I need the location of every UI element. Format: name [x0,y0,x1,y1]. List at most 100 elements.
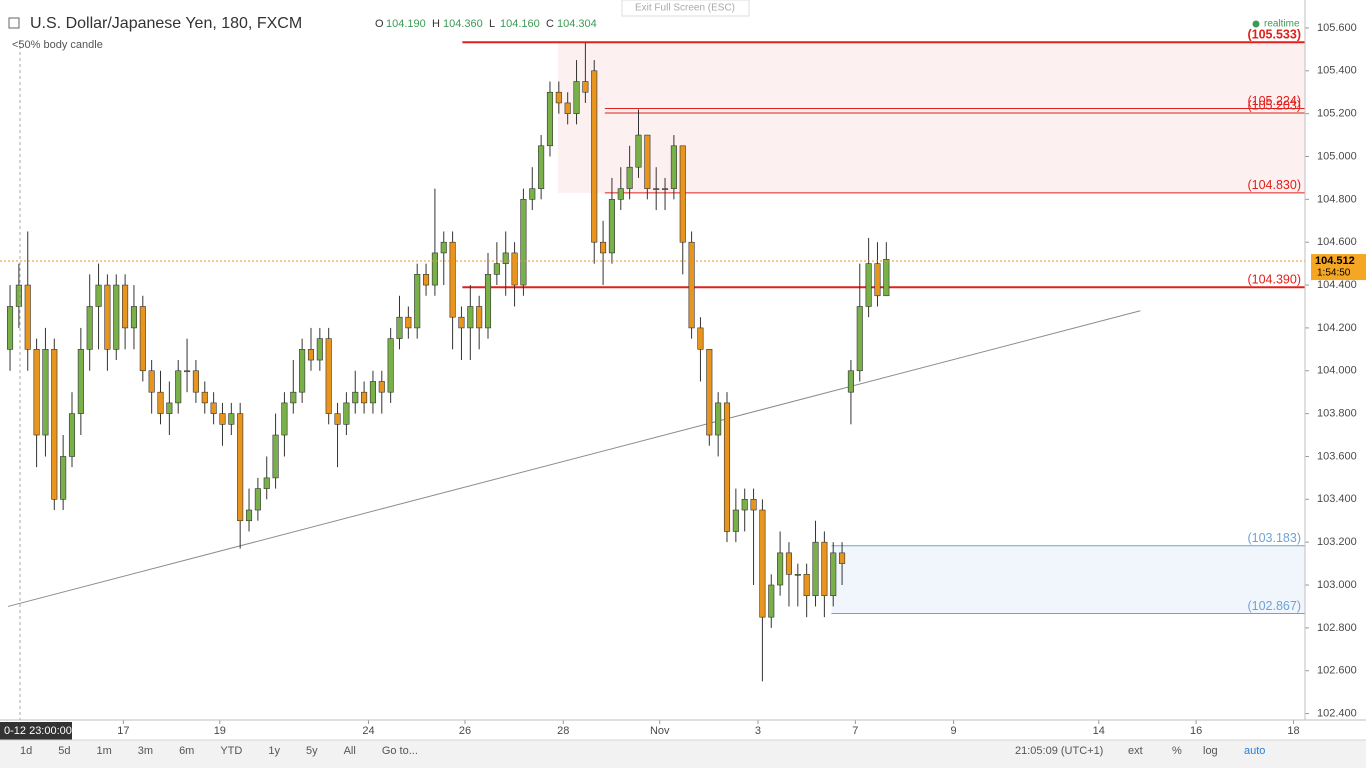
range-button[interactable]: 1y [268,745,280,757]
y-tick-label: 102.600 [1317,665,1357,677]
range-button[interactable]: YTD [220,745,242,757]
range-button[interactable]: Go to... [382,745,418,757]
candle-body [245,509,253,522]
candle-body [458,316,465,329]
x-tick-label: 19 [214,725,226,737]
candle-body [219,413,226,425]
candle-body [821,541,828,597]
candle-body [768,584,775,618]
range-button[interactable]: 1d [20,745,32,757]
option-button[interactable]: % [1172,745,1182,757]
candle-body [122,284,129,329]
candle-body [254,488,261,511]
candle-body [24,284,31,350]
y-tick-label: 103.200 [1317,536,1357,548]
option-button[interactable]: log [1203,745,1218,757]
candle-body [476,306,483,329]
candle-body [86,306,93,350]
candle-body [440,241,447,254]
y-tick-label: 105.400 [1317,65,1357,77]
candle-body [175,370,182,404]
option-button[interactable]: auto [1244,745,1265,757]
y-tick-label: 104.000 [1317,365,1357,377]
range-button[interactable]: 6m [179,745,194,757]
candle-body [661,188,669,190]
candle-body [139,306,146,372]
x-tick-label: 9 [951,725,957,737]
candle-body [617,188,624,200]
candle-body [414,274,421,329]
realtime-label: realtime [1264,19,1300,30]
exit-fullscreen[interactable] [621,0,750,17]
candle-body [670,145,677,189]
candle-body [449,241,456,318]
range-button[interactable]: 3m [138,745,153,757]
range-button[interactable]: 5d [58,745,70,757]
ohlc-key: O [375,18,384,30]
candle-body [6,306,14,350]
candle-body [777,552,784,586]
study-name: <50% body candle [12,39,103,51]
candle-body [679,145,686,243]
candle-body [378,381,385,393]
candle-body [343,402,350,425]
ohlc-value: 104.160 [500,18,540,30]
y-tick-label: 105.000 [1317,150,1357,162]
candle-body [130,306,137,329]
y-tick-label: 102.800 [1317,622,1357,634]
candle-body [715,402,722,436]
x-tick-label: 18 [1287,725,1299,737]
candle-body [608,199,615,254]
candle-body [95,284,102,307]
candle-body [538,145,545,189]
ohlc-value: 104.360 [443,18,483,30]
range-button[interactable]: 5y [306,745,318,757]
candle-body [369,381,376,404]
toolbar [0,740,1366,768]
x-tick-label: 3 [755,725,761,737]
candle-body [263,477,270,489]
level-label: (105.533) [1247,28,1301,42]
candle-body [42,349,49,436]
candle-body [192,370,199,393]
candle-body [210,402,217,414]
y-tick-label: 104.400 [1317,279,1357,291]
candle-body [104,284,111,350]
level-label: (102.867) [1247,599,1301,613]
candle-body [166,402,173,414]
range-button[interactable]: All [344,745,356,757]
candle-body [723,402,731,532]
x-tick-label: 26 [459,725,471,737]
candle-body [732,509,739,532]
ohlc-key: C [546,18,554,30]
candle-body [865,263,872,307]
x-tick-label: 16 [1190,725,1202,737]
clock: 21:05:09 (UTC+1) [1015,745,1103,757]
ohlc-value: 104.304 [557,18,597,30]
ohlc-key: L [489,18,495,30]
exit-fullscreen-label[interactable]: Exit Full Screen (ESC) [635,3,735,14]
candle-body [113,284,120,350]
candle-body [272,434,279,479]
candle-body [759,509,766,618]
candle-body [484,274,492,329]
candle-body [352,391,359,404]
y-tick-label: 103.800 [1317,408,1357,420]
candle-body [856,306,863,372]
option-button[interactable]: ext [1128,745,1143,757]
candle-body [299,349,306,393]
candle-body [157,391,164,414]
crosshair-time-box [0,722,72,740]
x-tick-label: 17 [117,725,129,737]
y-tick-label: 103.400 [1317,493,1357,505]
collapse-icon[interactable] [8,17,20,29]
range-button[interactable]: 1m [97,745,112,757]
candle-body [387,338,394,393]
candle-body [290,391,297,404]
level-label: (104.830) [1247,178,1301,192]
candle-body [626,166,633,189]
trendline [7,310,1141,607]
candle-body [405,316,412,329]
